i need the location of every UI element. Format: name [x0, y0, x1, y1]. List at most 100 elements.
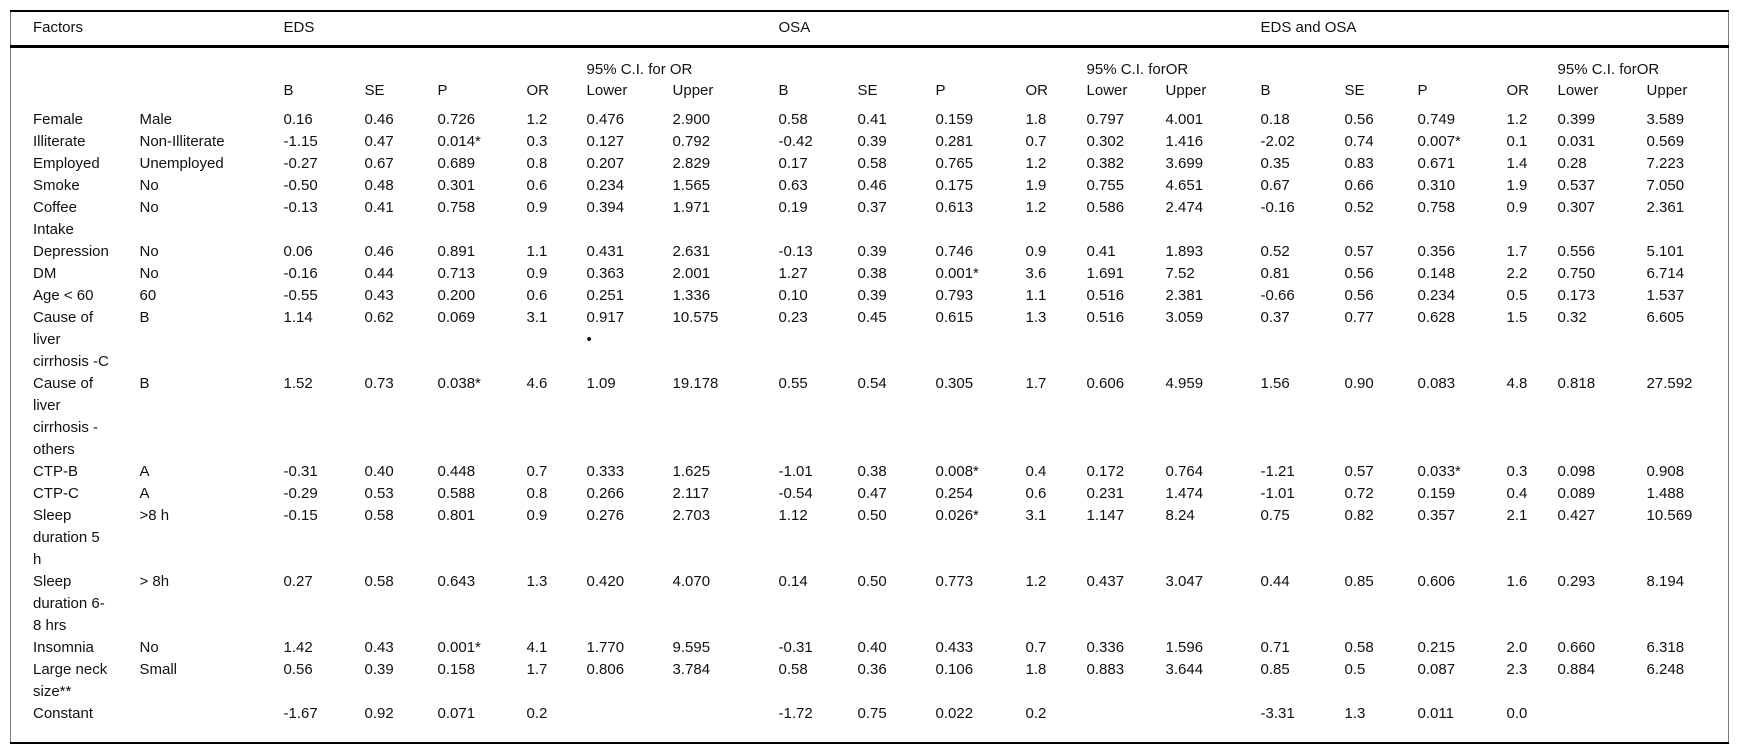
- group-header-eds: EDS: [283, 10, 779, 48]
- value-cell: 0.75: [1260, 507, 1290, 524]
- value-cell: 1.971: [672, 199, 711, 216]
- value-cell: 0.448: [437, 463, 476, 480]
- value-cell: 0.215: [1417, 639, 1456, 656]
- group-header-eds-and-osa: EDS and OSA: [1260, 10, 1729, 48]
- value-cell: 3.6: [1025, 265, 1047, 282]
- value-cell: 0.36: [857, 661, 887, 678]
- value-cell: 0.45: [857, 309, 887, 326]
- value-cell: 0.516: [1086, 287, 1125, 304]
- value-cell: 0.773: [935, 573, 974, 590]
- value-cell: 0.44: [1260, 573, 1290, 590]
- value-cell: 0.32: [1557, 309, 1587, 326]
- value-cell: 1.5: [1506, 309, 1528, 326]
- value-cell: -1.15: [283, 133, 318, 150]
- value-cell: 0.476: [586, 111, 625, 128]
- value-cell: 3.699: [1165, 155, 1204, 172]
- value-cell: 0.089: [1557, 485, 1596, 502]
- table-row: Sleep duration 6-8 hrs > 8h 0.27 0.58 0.643 1…: [11, 571, 1729, 637]
- col-header-osa-lower: Lower: [1086, 82, 1128, 99]
- value-cell: 0.54: [857, 375, 887, 392]
- value-cell: 0.437: [1086, 573, 1125, 590]
- value-cell: 0.40: [364, 463, 394, 480]
- reference-cell: Small: [139, 661, 178, 678]
- col-header-eds-b: B: [283, 82, 294, 99]
- value-cell: -0.16: [283, 265, 318, 282]
- value-cell: -0.16: [1260, 199, 1295, 216]
- value-cell: 0.660: [1557, 639, 1596, 656]
- factor-cell: Insomnia: [33, 639, 94, 656]
- value-cell: 6.605: [1646, 309, 1685, 326]
- value-cell: 0.41: [857, 111, 887, 128]
- value-cell: -0.29: [283, 485, 318, 502]
- value-cell: 1.565: [672, 177, 711, 194]
- value-cell: 0.39: [857, 287, 887, 304]
- value-cell: 0.569: [1646, 133, 1685, 150]
- table-row: Insomnia No 1.42 0.43 0.001* 4.1 1.770 9.595 -0.…: [11, 637, 1729, 659]
- value-cell: 0.172: [1086, 463, 1125, 480]
- value-cell: 0.7: [1025, 133, 1047, 150]
- col-header-eds-p: P: [437, 82, 448, 99]
- table-row: Coffee Intake No -0.13 0.41 0.758 0.9 0.394 1.9…: [11, 197, 1729, 241]
- value-cell: -2.02: [1260, 133, 1295, 150]
- value-cell: 0.47: [364, 133, 394, 150]
- value-cell: 1.8: [1025, 661, 1047, 678]
- value-cell: 1.09: [586, 375, 616, 392]
- value-cell: 1.27: [778, 265, 808, 282]
- value-cell: 0.19: [778, 199, 808, 216]
- value-cell: 0.516: [1086, 309, 1125, 326]
- value-cell: 6.248: [1646, 661, 1685, 678]
- value-cell: -0.27: [283, 155, 318, 172]
- value-cell: 0.071: [437, 705, 476, 722]
- value-cell: 0.9: [1506, 199, 1528, 216]
- value-cell: 0.357: [1417, 507, 1456, 524]
- value-cell: 1.9: [1025, 177, 1047, 194]
- value-cell: 0.3: [526, 133, 548, 150]
- value-cell: 0.40: [857, 639, 887, 656]
- value-cell: 0.758: [1417, 199, 1456, 216]
- value-cell: 0.9: [526, 265, 548, 282]
- value-cell: 1.596: [1165, 639, 1204, 656]
- value-cell: 0.305: [935, 375, 974, 392]
- ci-spacer: [11, 47, 587, 79]
- ci-label-eds-and-osa: 95% C.I. forOR: [1557, 61, 1660, 78]
- reference-cell: Unemployed: [139, 155, 224, 172]
- value-cell: 4.1: [526, 639, 548, 656]
- value-cell: 0.41: [1086, 243, 1116, 260]
- col-header-osa-se: SE: [857, 82, 878, 99]
- value-cell: -1.21: [1260, 463, 1295, 480]
- reference-cell: No: [139, 177, 159, 194]
- factor-cell: Cause of liver cirrhosis - others: [33, 375, 99, 458]
- value-cell: 0.10: [778, 287, 808, 304]
- value-cell: 0.9: [526, 507, 548, 524]
- value-cell: 0.031: [1557, 133, 1596, 150]
- value-cell: 0.234: [586, 177, 625, 194]
- value-cell: [587, 703, 673, 743]
- value-cell: 0.56: [1344, 287, 1374, 304]
- value-cell: 0.1: [1506, 133, 1528, 150]
- value-cell: 0.749: [1417, 111, 1456, 128]
- value-cell: 0.2: [1025, 705, 1047, 722]
- value-cell: 0.14: [778, 573, 808, 590]
- value-cell: 1.12: [778, 507, 808, 524]
- value-cell: 1.7: [1506, 243, 1528, 260]
- value-cell: 0.47: [857, 485, 887, 502]
- value-cell: 1.14: [283, 309, 313, 326]
- value-cell: 1.691: [1086, 265, 1125, 282]
- value-cell: 0.765: [935, 155, 974, 172]
- reference-cell: >8 h: [139, 507, 170, 524]
- value-cell: 1.56: [1260, 375, 1290, 392]
- value-cell: 0.363: [586, 265, 625, 282]
- value-cell: -0.15: [283, 507, 318, 524]
- col-header-eds-and-osa-or: OR: [1506, 82, 1530, 99]
- value-cell: 7.050: [1646, 177, 1685, 194]
- factors-header: Factors: [10, 10, 284, 48]
- value-cell: 2.900: [672, 111, 711, 128]
- value-cell: 1.4: [1506, 155, 1528, 172]
- value-cell: 0.007*: [1417, 133, 1461, 150]
- value-cell: 1.2: [1506, 111, 1528, 128]
- value-cell: 0.301: [437, 177, 476, 194]
- value-cell: 0.883: [1086, 661, 1125, 678]
- value-cell: 0.310: [1417, 177, 1456, 194]
- value-cell: 0.66: [1344, 177, 1374, 194]
